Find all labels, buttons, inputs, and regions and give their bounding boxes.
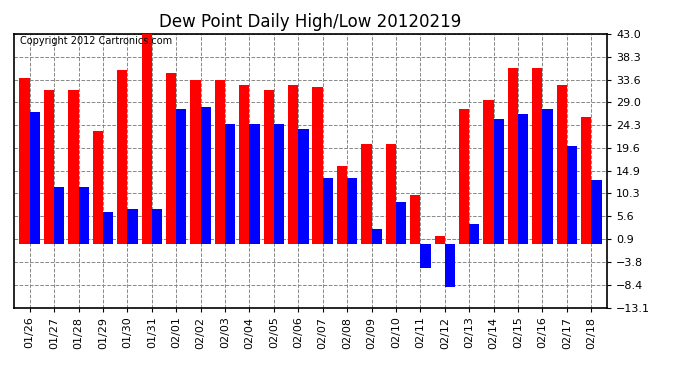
Bar — [190, 80, 201, 244]
Bar — [371, 229, 382, 244]
Bar — [362, 144, 371, 244]
Bar — [215, 80, 225, 244]
Bar — [493, 119, 504, 244]
Bar — [581, 117, 591, 244]
Bar — [79, 188, 89, 244]
Bar — [347, 178, 357, 244]
Bar — [420, 244, 431, 268]
Bar — [92, 131, 103, 244]
Bar — [54, 188, 64, 244]
Bar — [274, 124, 284, 244]
Bar — [396, 202, 406, 244]
Bar — [484, 100, 493, 244]
Bar — [337, 165, 347, 244]
Bar — [264, 90, 274, 244]
Bar — [518, 114, 529, 244]
Bar — [469, 224, 480, 244]
Bar — [68, 90, 79, 244]
Bar — [141, 34, 152, 244]
Bar — [591, 180, 602, 244]
Bar — [30, 112, 40, 244]
Bar — [250, 124, 259, 244]
Bar — [542, 110, 553, 244]
Text: Copyright 2012 Cartronics.com: Copyright 2012 Cartronics.com — [20, 36, 172, 46]
Bar — [435, 236, 445, 244]
Bar — [298, 129, 308, 244]
Bar — [128, 209, 137, 244]
Bar — [19, 78, 30, 244]
Bar — [323, 178, 333, 244]
Bar — [567, 146, 577, 244]
Bar — [201, 107, 211, 244]
Title: Dew Point Daily High/Low 20120219: Dew Point Daily High/Low 20120219 — [159, 13, 462, 31]
Bar — [532, 68, 542, 244]
Bar — [117, 70, 128, 244]
Bar — [557, 85, 567, 244]
Bar — [410, 195, 420, 244]
Bar — [152, 209, 162, 244]
Bar — [459, 110, 469, 244]
Bar — [44, 90, 54, 244]
Bar — [313, 87, 323, 244]
Bar — [225, 124, 235, 244]
Bar — [103, 212, 113, 244]
Bar — [508, 68, 518, 244]
Bar — [166, 73, 176, 244]
Bar — [445, 244, 455, 288]
Bar — [239, 85, 250, 244]
Bar — [288, 85, 298, 244]
Bar — [176, 110, 186, 244]
Bar — [386, 144, 396, 244]
